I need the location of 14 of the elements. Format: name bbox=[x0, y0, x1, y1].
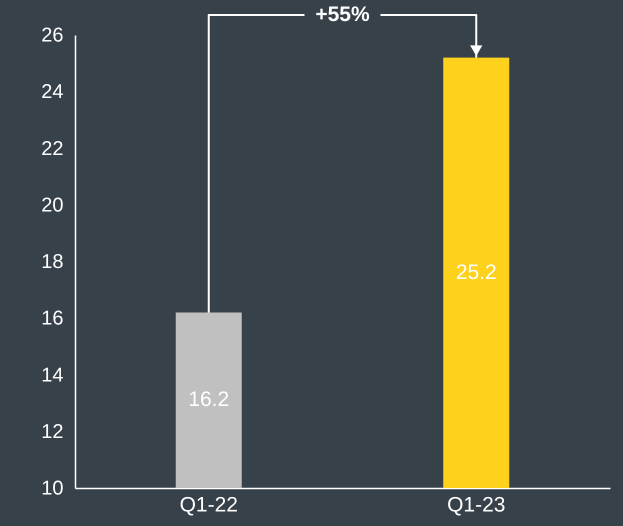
y-tick-label: 26 bbox=[41, 24, 64, 46]
y-tick-label: 18 bbox=[41, 251, 64, 273]
x-tick-label: Q1-22 bbox=[180, 494, 238, 516]
y-tick-label: 20 bbox=[41, 194, 64, 216]
x-tick-label: Q1-23 bbox=[447, 494, 506, 516]
y-tick-label: 16 bbox=[41, 308, 64, 330]
data-label: 16.2 bbox=[188, 388, 230, 412]
y-tick-label: 14 bbox=[41, 364, 64, 386]
y-tick-label: 10 bbox=[41, 478, 64, 500]
y-tick-label: 22 bbox=[41, 138, 64, 160]
text: +55% bbox=[315, 3, 370, 26]
data-label: 25.2 bbox=[456, 260, 497, 284]
y-tick-label: 24 bbox=[41, 81, 64, 104]
y-tick-label: 12 bbox=[41, 420, 64, 443]
